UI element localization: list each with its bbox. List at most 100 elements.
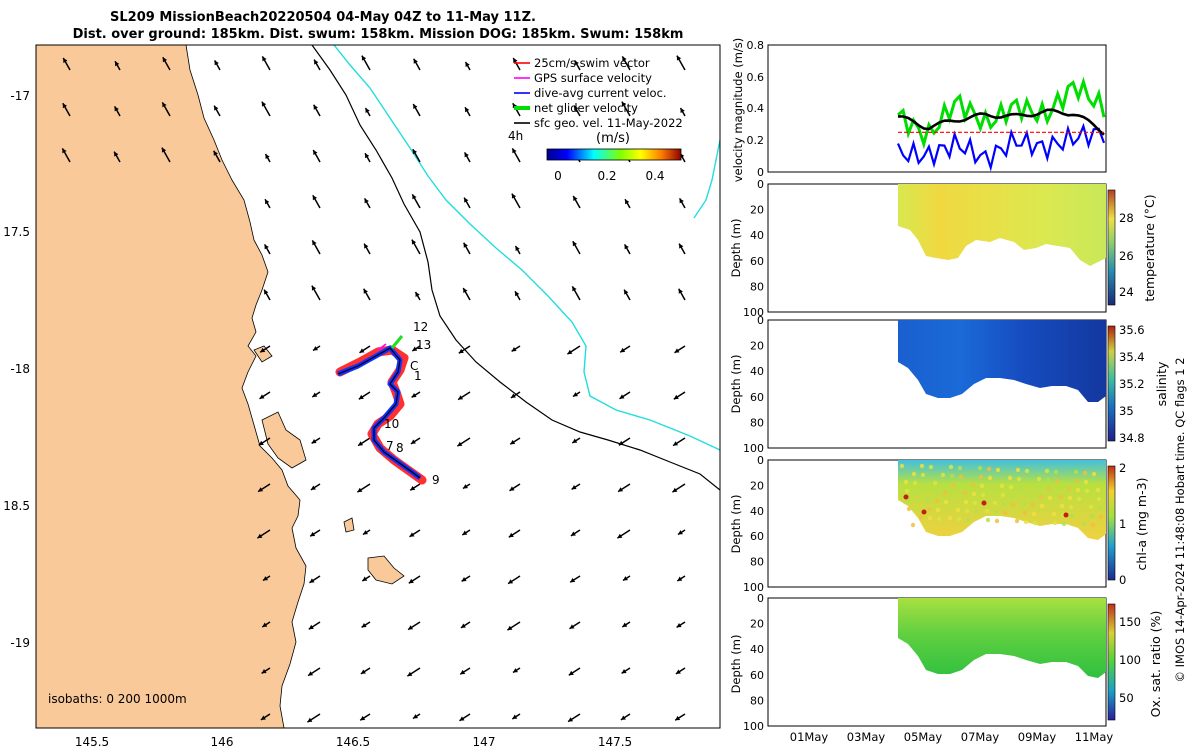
chla-sample-dot [1052, 520, 1058, 526]
geo-velocity-arrowhead [62, 103, 68, 109]
sal-cbtick-352: 35.2 [1119, 377, 1145, 391]
chla-sample-dot [979, 483, 985, 489]
oxygen-depth-tick: 20 [750, 618, 764, 631]
temperature-depth-tick: 80 [750, 280, 764, 293]
sal-cbtick-35: 35 [1119, 404, 1134, 418]
geo-velocity-arrowhead [673, 441, 679, 446]
map-xtick-1455: 145.5 [75, 735, 109, 749]
colorbar-tick-0: 0 [554, 169, 562, 183]
temp-cbtick-24: 24 [1119, 285, 1134, 299]
land-island-1 [261, 411, 307, 469]
chla-depth-tick: 60 [750, 530, 764, 543]
chla-sample-dot [1007, 475, 1013, 481]
geo-velocity-arrowhead [674, 348, 680, 353]
geo-velocity-arrowhead [312, 240, 317, 246]
geo-velocity-arrowhead [364, 243, 369, 249]
chl-cbtick-1: 1 [1119, 517, 1126, 531]
geo-velocity-arrowhead [359, 348, 365, 353]
temperature-field [898, 184, 1106, 266]
geo-velocity-arrowhead [511, 193, 517, 199]
geo-velocity-arrowhead [257, 533, 263, 539]
geo-velocity-arrowhead [680, 108, 685, 113]
track-magenta-gps [377, 343, 387, 351]
chla-sample-dot [1061, 521, 1067, 527]
chla-sample-dot [980, 492, 986, 498]
chla-sample-dot [962, 490, 968, 496]
geo-velocity-arrowhead [623, 576, 628, 581]
chla-high-dot [1063, 512, 1069, 518]
geo-velocity-arrowhead [115, 61, 120, 67]
chla-high-dot [981, 500, 987, 506]
title-line-2: Dist. over ground: 185km. Dist. swum: 15… [73, 27, 684, 42]
chla-depth-tick: 0 [757, 454, 764, 467]
chla-sample-dot [921, 481, 927, 487]
chla-sample-dot [1022, 510, 1028, 516]
chla-sample-dot [1032, 520, 1038, 526]
geo-velocity-arrowhead [567, 349, 573, 355]
chla-sample-dot [936, 516, 942, 522]
chla-sample-dot [993, 509, 999, 515]
geo-velocity-arrowhead [261, 101, 267, 107]
salinity-panel: 35.6 35.4 35.2 35 34.8 salinity Depth (m… [729, 319, 1169, 449]
colorbar-title: (m/s) [596, 131, 630, 146]
chla-sample-dot [1095, 487, 1101, 493]
geo-velocity-arrowhead [262, 56, 267, 62]
chla-sample-dot [986, 466, 992, 472]
chla-sample-dot [1024, 468, 1030, 474]
velocity-panel: 0.8 0.6 0.4 0.2 0 velocity magnitude (m/… [731, 38, 1107, 182]
chla-sample-dot [1082, 470, 1088, 476]
legend-label-current: dive-avg current veloc. [534, 86, 667, 100]
chla-sample-dot [1031, 511, 1037, 517]
temperature-depth-tick: 100 [743, 306, 764, 319]
geo-velocity-arrowhead [460, 623, 466, 628]
geo-velocity-arrowhead [260, 715, 266, 720]
title-line-1: SL209 MissionBeach20220504 04-May 04Z to… [110, 10, 536, 25]
sal-cbtick-348: 34.8 [1119, 431, 1145, 445]
chla-sample-dot [965, 517, 971, 523]
geo-velocity-arrowhead [618, 440, 624, 446]
waypoint-labels: 12 13 C 1 10 7 8 9 [384, 320, 440, 487]
geo-velocity-arrowhead [572, 286, 577, 292]
salinity-depth-tick: 0 [757, 314, 764, 327]
oxygen-depth-tick: 60 [750, 669, 764, 682]
chla-sample-dot [1089, 513, 1095, 519]
temperature-colorbar [1107, 189, 1116, 306]
land-island-4 [343, 517, 355, 533]
geo-velocity-arrowhead [574, 60, 579, 66]
chla-sample-dot [1047, 495, 1053, 501]
chla-sample-dot [1001, 501, 1007, 507]
map-ytick-175: 17.5 [3, 225, 30, 239]
time-tick-01may: 01May [790, 730, 829, 744]
time-tick-07may: 07May [961, 730, 1000, 744]
geo-velocity-arrowhead [413, 104, 418, 109]
map-legend: 25cm/s swim vector GPS surface velocity … [508, 56, 683, 183]
temperature-depth-tick: 60 [750, 255, 764, 268]
chla-sample-dot [1051, 511, 1057, 517]
geo-velocity-arrowhead [509, 486, 515, 491]
geo-velocity-arrowhead [624, 244, 629, 250]
chla-sample-dot [928, 464, 934, 470]
vel-ytick-0: 0 [757, 166, 764, 179]
legend-label-net: net glider velocity [534, 101, 638, 115]
geo-velocity-arrowhead [365, 108, 370, 113]
geo-velocity-arrowhead [413, 58, 418, 64]
ox-cbtick-100: 100 [1119, 653, 1141, 667]
geo-velocity-arrowhead [358, 441, 364, 446]
vel-ytick-08: 0.8 [747, 39, 765, 52]
sal-cbtick-356: 35.6 [1119, 323, 1145, 337]
geo-velocity-arrowhead [314, 59, 319, 65]
vel-ytick-06: 0.6 [747, 71, 765, 84]
waypoint-1: 1 [414, 369, 422, 383]
legend-label-swim: 25cm/s swim vector [534, 56, 650, 70]
chla-sample-dot [1067, 495, 1073, 501]
geo-velocity-arrowhead [571, 485, 577, 490]
land-island-3 [253, 345, 273, 363]
velocity-series-net-glider-velocity [897, 76, 1106, 150]
geo-velocity-arrowhead [362, 576, 368, 581]
map-xtick-1475: 147.5 [598, 735, 632, 749]
chla-sample-dot [1058, 494, 1064, 500]
map-ytick-19: -19 [10, 636, 30, 650]
temperature-depth-tick: 20 [750, 204, 764, 217]
geo-velocity-arrowhead [265, 154, 270, 159]
